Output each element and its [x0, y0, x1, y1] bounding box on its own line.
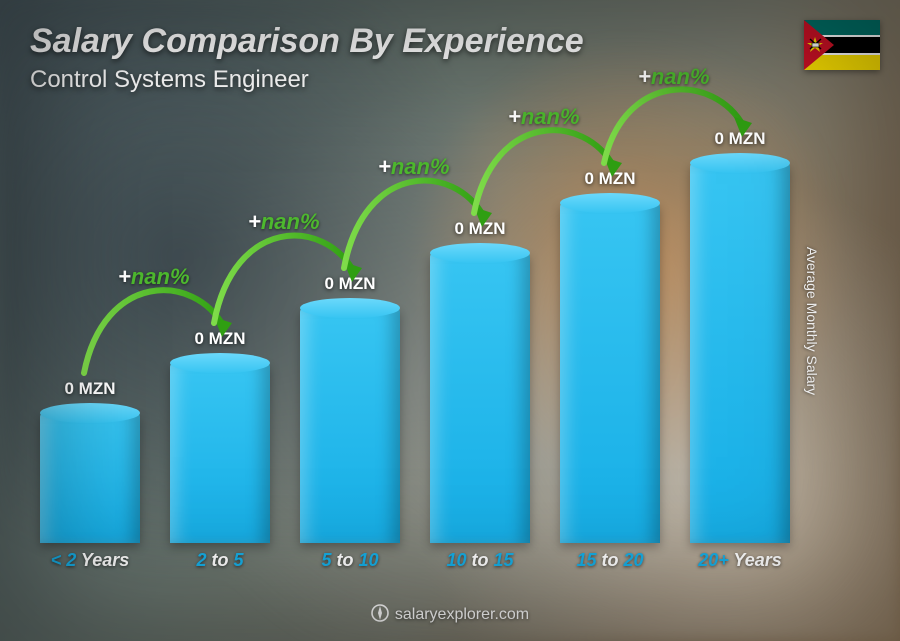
bar	[170, 363, 270, 543]
bar-value-label: 0 MZN	[715, 129, 766, 149]
bar-value-label: 0 MZN	[325, 274, 376, 294]
bar	[430, 253, 530, 543]
growth-percent-label: +nan%	[638, 64, 710, 90]
chart-area: 0 MZN< 2 Years0 MZN2 to 50 MZN5 to 100 M…	[40, 130, 830, 571]
bar-category-label: 10 to 15	[446, 550, 513, 571]
growth-percent-label: +nan%	[248, 209, 320, 235]
bar-slot: 0 MZN 2 to 5	[170, 130, 270, 571]
bar-slot: 0 MZN < 2 Years	[40, 130, 140, 571]
bar-category-label: < 2 Years	[51, 550, 130, 571]
bar-slot: 0 MZN 5 to 10	[300, 130, 400, 571]
bar-value-label: 0 MZN	[455, 219, 506, 239]
chart-title: Salary Comparison By Experience	[30, 22, 584, 61]
bar-slot: 0 MZN 10 to 15	[430, 130, 530, 571]
bar-slot: 0 MZN 20+ Years	[690, 130, 790, 571]
bar-category-label: 15 to 20	[576, 550, 643, 571]
bar-slot: 0 MZN 15 to 20	[560, 130, 660, 571]
bar	[40, 413, 140, 543]
compass-icon	[371, 604, 389, 627]
bar-category-label: 2 to 5	[196, 550, 243, 571]
bar	[560, 203, 660, 543]
growth-percent-label: +nan%	[378, 154, 450, 180]
chart-subtitle: Control Systems Engineer	[30, 66, 309, 94]
bar-value-label: 0 MZN	[65, 379, 116, 399]
bar-category-label: 5 to 10	[321, 550, 378, 571]
chart-canvas: Salary Comparison By Experience Control …	[0, 0, 900, 641]
mozambique-flag-icon	[804, 20, 880, 70]
bar	[690, 163, 790, 543]
bar	[300, 308, 400, 543]
bar-category-label: 20+ Years	[698, 550, 782, 571]
bar-value-label: 0 MZN	[195, 329, 246, 349]
growth-percent-label: +nan%	[118, 264, 190, 290]
footer-attribution: salaryexplorer.com	[0, 604, 900, 627]
growth-percent-label: +nan%	[508, 104, 580, 130]
footer-text: salaryexplorer.com	[395, 606, 529, 623]
bar-value-label: 0 MZN	[585, 169, 636, 189]
